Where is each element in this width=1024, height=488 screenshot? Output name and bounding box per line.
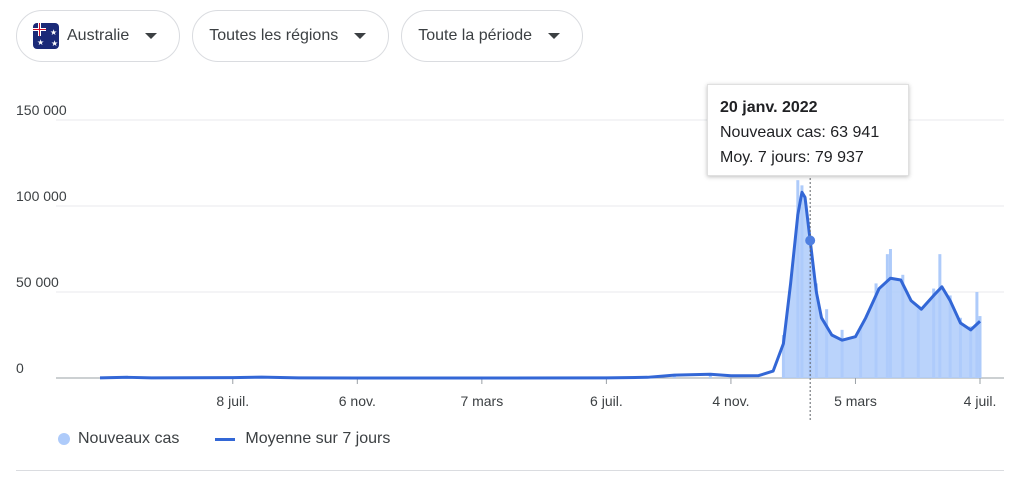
axis-labels: 0 50 000 100 000 150 000 8 juil. 6 nov. 7 mars… — [16, 102, 996, 409]
x-tick-label: 6 nov. — [339, 393, 376, 409]
country-dropdown[interactable]: ★ ★ ★ Australie — [16, 10, 181, 62]
filter-bar: ★ ★ ★ Australie Toutes les régions Toute… — [16, 10, 584, 62]
period-dropdown[interactable]: Toute la période — [401, 10, 584, 62]
x-tick-label: 7 mars — [460, 393, 503, 409]
y-tick-label: 100 000 — [16, 188, 67, 204]
avg-line-path — [99, 190, 982, 380]
avg-line — [99, 190, 982, 380]
x-tick-label: 6 juil. — [590, 393, 623, 409]
x-tick-label: 8 juil. — [216, 393, 249, 409]
new-cases-area-shape — [783, 192, 980, 378]
region-label: Toutes les régions — [209, 27, 339, 44]
x-tick-label: 4 nov. — [712, 393, 749, 409]
period-label: Toute la période — [418, 27, 533, 44]
new-cases-bar — [708, 373, 712, 378]
caret-down-icon — [548, 33, 561, 39]
tooltip-new-cases: Nouveaux cas: 63 941 — [720, 124, 880, 141]
y-tick-label: 0 — [16, 360, 24, 376]
chart-legend: Nouveaux cas Moyenne sur 7 jours — [58, 430, 390, 448]
hover-marker — [805, 178, 816, 420]
legend-new-cases-swatch — [58, 433, 70, 445]
country-label: Australie — [67, 27, 130, 44]
chart-tooltip: 20 janv. 2022 Nouveaux cas: 63 941 Moy. … — [707, 84, 909, 176]
y-tick-label: 50 000 — [16, 274, 59, 290]
y-tick-label: 150 000 — [16, 102, 67, 118]
x-tick-label: 5 mars — [834, 393, 877, 409]
region-dropdown[interactable]: Toutes les régions — [192, 10, 390, 62]
australia-flag-icon: ★ ★ ★ — [33, 23, 59, 49]
hover-point — [805, 235, 816, 246]
caret-down-icon — [354, 33, 367, 39]
divider — [16, 470, 1004, 471]
tooltip-date: 20 janv. 2022 — [720, 99, 818, 116]
x-tick-label: 4 juil. — [964, 393, 997, 409]
legend-new-cases-label: Nouveaux cas — [78, 430, 180, 447]
tooltip-avg: Moy. 7 jours: 79 937 — [720, 149, 864, 166]
caret-down-icon — [145, 33, 158, 39]
legend-avg-label: Moyenne sur 7 jours — [245, 430, 391, 447]
legend-avg-swatch — [215, 437, 236, 441]
new-cases-area — [783, 192, 980, 378]
